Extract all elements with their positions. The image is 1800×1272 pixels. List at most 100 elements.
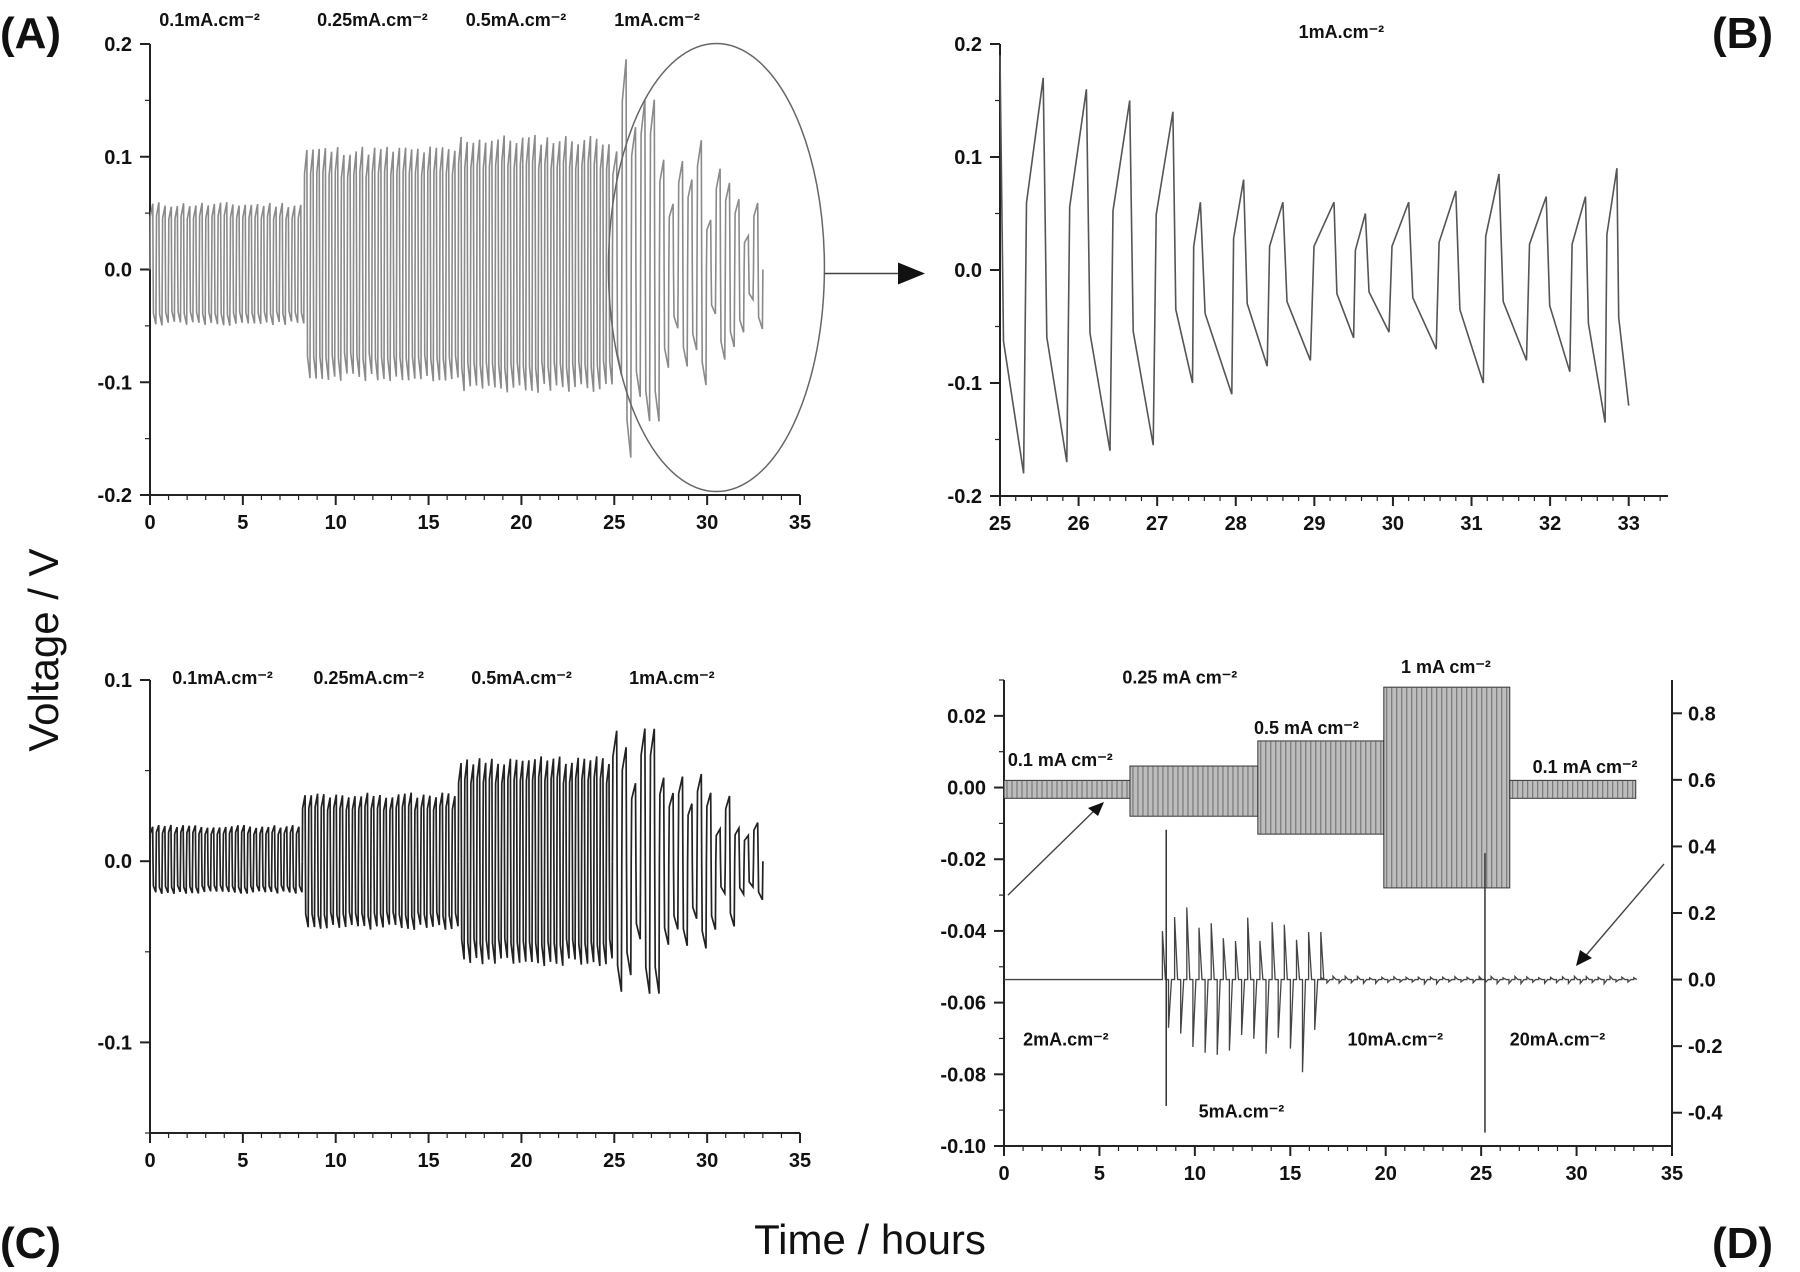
y-tick-label: -0.02 xyxy=(940,849,986,871)
current-density-label: 10mA.cm⁻² xyxy=(1348,1030,1444,1050)
y-tick-label: -0.04 xyxy=(940,921,986,943)
current-density-label: 0.1mA.cm⁻² xyxy=(159,10,260,30)
zoom-arrow-head xyxy=(898,262,925,285)
current-density-label: 0.5mA.cm⁻² xyxy=(471,668,572,688)
current-density-label: 0.25 mA cm⁻² xyxy=(1122,668,1237,688)
y-tick-label: 0.0 xyxy=(954,260,982,282)
x-tick-label: 25 xyxy=(603,512,625,534)
series-line xyxy=(999,55,1630,474)
series-line xyxy=(149,201,305,326)
x-tick-label: 15 xyxy=(417,512,439,534)
x-tick-label: 26 xyxy=(1067,513,1089,535)
x-tick-label: 10 xyxy=(1184,1163,1206,1185)
y2-tick-label: 0.6 xyxy=(1688,770,1716,792)
current-density-label: 0.5mA.cm⁻² xyxy=(466,10,567,30)
panel-label: (D) xyxy=(1712,1219,1773,1268)
x-tick-label: 5 xyxy=(1094,1163,1105,1185)
series-line xyxy=(1004,907,1638,1073)
x-tick-label: 0 xyxy=(144,1150,155,1172)
y2-tick-label: -0.4 xyxy=(1688,1103,1723,1125)
y-tick-label: -0.08 xyxy=(940,1064,986,1086)
pointer-arrow-line xyxy=(1007,806,1099,896)
x-tick-label: 10 xyxy=(325,1150,347,1172)
x-tick-label: 15 xyxy=(1279,1163,1301,1185)
current-density-label: 1mA.cm⁻² xyxy=(1299,22,1385,42)
y-tick-label: 0.02 xyxy=(947,706,986,728)
y-tick-label: -0.06 xyxy=(940,993,986,1015)
x-tick-label: 30 xyxy=(696,1150,718,1172)
series-line xyxy=(149,824,304,895)
pointer-arrow-line xyxy=(1581,863,1665,961)
y-tick-label: -0.10 xyxy=(940,1136,986,1158)
y-axis-title: Voltage / V xyxy=(20,548,67,751)
y-tick-label: 0.1 xyxy=(104,670,132,692)
y-tick-label: -0.1 xyxy=(98,1032,132,1054)
y-tick-label: -0.1 xyxy=(948,373,982,395)
x-tick-label: 5 xyxy=(237,1150,248,1172)
x-tick-label: 25 xyxy=(989,513,1011,535)
y-tick-label: 0.1 xyxy=(104,147,132,169)
series-line xyxy=(611,728,764,994)
current-density-label: 0.1mA.cm⁻² xyxy=(172,668,273,688)
y-tick-label: -0.2 xyxy=(98,485,132,507)
x-tick-label: 27 xyxy=(1146,513,1168,535)
y-tick-label: 0.0 xyxy=(104,260,132,282)
x-tick-label: 20 xyxy=(510,1150,532,1172)
y2-tick-label: 0.0 xyxy=(1688,970,1716,992)
panel-label: (A) xyxy=(0,9,61,58)
panel-label: (C) xyxy=(0,1219,61,1268)
current-density-label: 2mA.cm⁻² xyxy=(1023,1030,1109,1050)
x-tick-label: 25 xyxy=(603,1150,625,1172)
y-tick-label: 0.0 xyxy=(104,851,132,873)
y-tick-label: -0.2 xyxy=(948,486,982,508)
current-density-label: 5mA.cm⁻² xyxy=(1199,1101,1285,1121)
current-density-label: 0.25mA.cm⁻² xyxy=(313,668,424,688)
y2-tick-label: 0.4 xyxy=(1688,836,1717,858)
panel-c: (C) 0 5 10 15 20 25 30 35 -0.1 0.0 0.1 0.1mA.cm⁻² 0.2… xyxy=(0,668,811,1268)
current-density-label: 20mA.cm⁻² xyxy=(1510,1030,1606,1050)
x-tick-label: 35 xyxy=(789,512,811,534)
panel-d: (D) 0 5 10 15 20 25 30 35 -0.10 -0.08 -0.06 -0.04 -0.… xyxy=(940,657,1773,1268)
x-tick-label: 30 xyxy=(1565,1163,1587,1185)
x-tick-label: 20 xyxy=(510,512,532,534)
current-density-label: 0.1 mA cm⁻² xyxy=(1008,750,1113,770)
x-tick-label: 5 xyxy=(237,512,248,534)
x-tick-label: 30 xyxy=(1382,513,1404,535)
x-tick-label: 25 xyxy=(1470,1163,1492,1185)
current-density-label: 1mA.cm⁻² xyxy=(629,668,715,688)
x-tick-label: 33 xyxy=(1618,513,1640,535)
x-tick-label: 35 xyxy=(789,1150,811,1172)
current-density-label: 0.5 mA cm⁻² xyxy=(1254,718,1359,738)
panel-b: (B) 25 26 27 28 29 30 31 32 33 -0.2 -0.1 0.0 0.1 0.2 1m… xyxy=(948,9,1774,535)
series-line xyxy=(301,792,460,930)
pointer-arrow-head xyxy=(1576,950,1592,966)
x-tick-label: 28 xyxy=(1225,513,1247,535)
x-tick-label: 20 xyxy=(1375,1163,1397,1185)
x-tick-label: 29 xyxy=(1303,513,1325,535)
panel-a: (A) 0 5 10 15 20 25 30 35 -0.2 -0.1 0.0 0.1 0.2 0.1mA.… xyxy=(0,9,925,534)
current-density-label: 1 mA cm⁻² xyxy=(1401,657,1491,677)
x-tick-label: 10 xyxy=(325,512,347,534)
y-tick-label: -0.1 xyxy=(98,372,132,394)
current-density-label: 0.1 mA cm⁻² xyxy=(1533,757,1638,777)
y2-tick-label: 0.8 xyxy=(1688,703,1716,725)
panel-label: (B) xyxy=(1712,9,1773,58)
current-density-label: 1mA.cm⁻² xyxy=(614,10,700,30)
x-tick-label: 35 xyxy=(1661,1163,1683,1185)
x-axis-title: Time / hours xyxy=(754,1216,986,1263)
y-tick-label: 0.2 xyxy=(104,34,132,56)
x-tick-label: 31 xyxy=(1460,513,1482,535)
series-line xyxy=(457,134,614,393)
series-line xyxy=(611,59,764,458)
y-tick-label: 0.00 xyxy=(947,778,986,800)
series-line xyxy=(457,756,614,967)
x-tick-label: 15 xyxy=(417,1150,439,1172)
pointer-arrow-head xyxy=(1088,802,1104,816)
current-density-label: 0.25mA.cm⁻² xyxy=(317,10,428,30)
zoom-ellipse xyxy=(607,42,826,493)
y2-tick-label: 0.2 xyxy=(1688,903,1716,925)
series-line xyxy=(303,146,460,382)
x-tick-label: 0 xyxy=(144,512,155,534)
x-tick-label: 0 xyxy=(998,1163,1009,1185)
